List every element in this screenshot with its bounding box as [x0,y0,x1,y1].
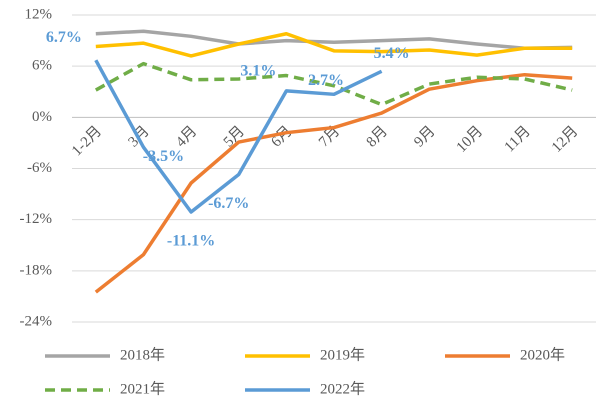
legend-label: 2022年 [320,380,365,397]
legend-label: 2021年 [120,380,165,397]
x-tick-label: 11月 [502,123,534,155]
legend-label: 2019年 [320,346,365,363]
x-tick-label: 8月 [364,123,391,150]
y-tick-label: -6% [27,160,52,176]
y-tick-label: -12% [20,211,53,227]
x-tick-label: 1-2月 [69,123,105,159]
series-line [95,29,573,51]
data-label: -6.7% [208,195,249,212]
data-label: -11.1% [167,233,215,250]
y-tick-label: -24% [20,313,53,329]
data-label: -3.5% [143,148,184,165]
legend-label: 2018年 [120,346,165,363]
x-tick-label: 12月 [549,123,582,156]
series-line [94,59,383,214]
y-tick-label: -18% [20,262,53,278]
y-tick-label: 12% [25,6,53,22]
data-label: 6.7% [46,29,82,46]
series-line [95,32,573,58]
data-label: 3.1% [240,63,276,80]
data-label: 2.7% [308,72,344,89]
y-tick-label: 6% [32,58,52,74]
series-line [94,61,573,107]
legend-label: 2020年 [520,346,565,363]
x-tick-label: 10月 [454,123,487,156]
x-tick-label: 4月 [173,123,200,150]
series-line [94,72,573,294]
data-label: 5.4% [374,45,410,62]
y-tick-label: 0% [32,109,52,125]
x-tick-label: 9月 [411,123,438,150]
